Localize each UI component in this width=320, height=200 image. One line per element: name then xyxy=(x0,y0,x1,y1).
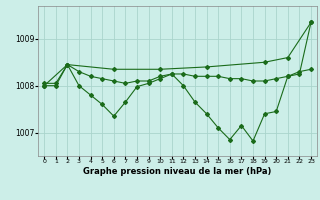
X-axis label: Graphe pression niveau de la mer (hPa): Graphe pression niveau de la mer (hPa) xyxy=(84,167,272,176)
